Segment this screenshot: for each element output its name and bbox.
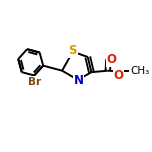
Text: O: O [107,53,117,66]
Text: N: N [74,74,83,87]
Text: S: S [69,44,77,57]
Text: CH₃: CH₃ [131,66,150,76]
Text: O: O [114,69,123,82]
Text: Br: Br [28,77,41,87]
